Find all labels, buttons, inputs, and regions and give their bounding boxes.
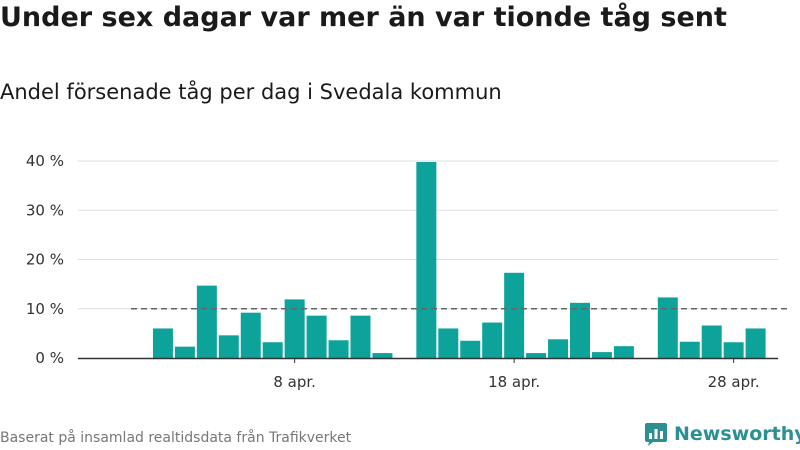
bar [504, 272, 525, 358]
bar [240, 312, 261, 358]
bar [328, 340, 349, 358]
bar [591, 352, 612, 358]
y-tick-label: 30 % [26, 201, 64, 219]
bar [218, 335, 239, 358]
bar [284, 299, 305, 358]
bar [526, 353, 547, 358]
bar [679, 341, 700, 358]
bar [548, 339, 569, 358]
x-tick-label: 28 apr. [708, 373, 760, 391]
bar [350, 315, 371, 358]
bar [460, 340, 481, 358]
bar [482, 322, 503, 358]
y-tick-label: 10 % [26, 300, 64, 318]
y-tick-label: 40 % [26, 152, 64, 170]
bar [745, 328, 766, 358]
x-tick-label: 8 apr. [273, 373, 316, 391]
y-tick-label: 0 % [35, 349, 64, 367]
bar [174, 346, 195, 358]
bar [723, 342, 744, 358]
x-tick-label: 18 apr. [488, 373, 540, 391]
bar [196, 285, 217, 358]
bar [438, 328, 459, 358]
chart-title: Under sex dagar var mer än var tionde tå… [0, 2, 727, 33]
bar [613, 346, 634, 358]
bar [262, 342, 283, 358]
newsworthy-logo-icon [645, 423, 667, 446]
bar [306, 315, 327, 358]
bar [372, 353, 393, 358]
brand-name: Newsworthy [674, 423, 800, 445]
bar [701, 325, 722, 358]
y-tick-label: 20 % [26, 251, 64, 269]
bar [570, 302, 590, 358]
bar [152, 328, 173, 358]
bar-chart: 0 % 10 % 20 % 30 % 40 % 8 apr. 18 apr. 28 apr. [26, 152, 788, 391]
bar [657, 297, 678, 358]
chart-subtitle: Andel försenade tåg per dag i Svedala ko… [0, 80, 502, 104]
bar [416, 161, 437, 358]
source-note: Baserat på insamlad realtidsdata från Tr… [0, 430, 352, 446]
brand-logo: Newsworthy [644, 420, 800, 448]
